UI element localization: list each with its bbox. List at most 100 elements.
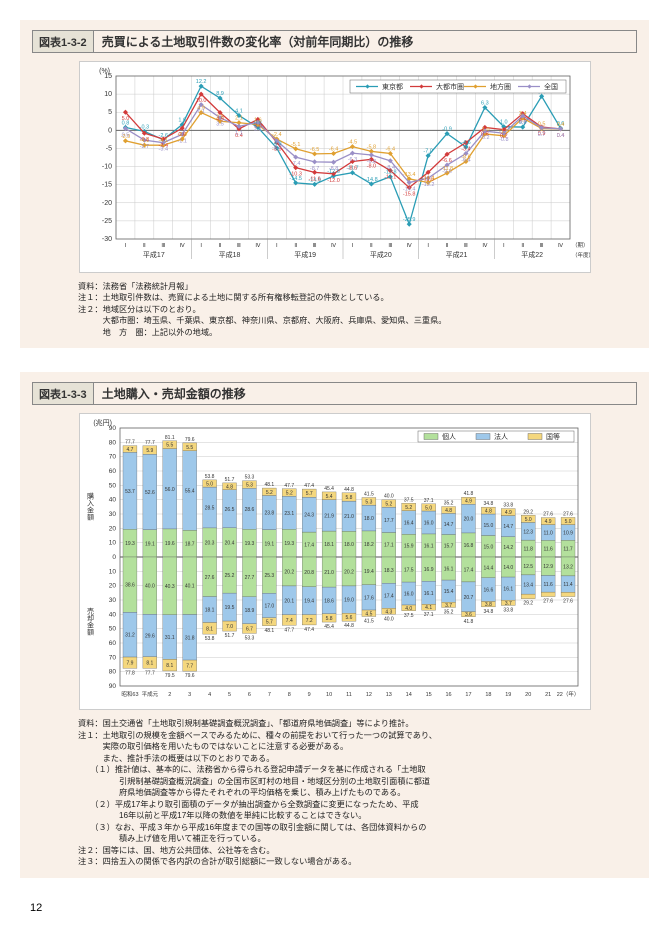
svg-text:11.8: 11.8 xyxy=(523,547,533,553)
svg-text:3.5: 3.5 xyxy=(216,122,224,128)
svg-text:16: 16 xyxy=(445,692,451,698)
svg-text:5.4: 5.4 xyxy=(325,494,332,500)
svg-text:5.6: 5.6 xyxy=(345,616,352,622)
svg-text:27.7: 27.7 xyxy=(244,575,254,581)
svg-text:33.8: 33.8 xyxy=(503,503,513,509)
chart-title: 売買による土地取引件数の変化率（対前年同期比）の推移 xyxy=(94,30,637,53)
svg-text:0.7: 0.7 xyxy=(537,132,545,138)
svg-text:77.7: 77.7 xyxy=(145,671,155,677)
svg-text:1.6: 1.6 xyxy=(254,118,262,124)
svg-text:-13.4: -13.4 xyxy=(402,172,415,178)
svg-text:5: 5 xyxy=(108,109,112,116)
svg-text:2.5: 2.5 xyxy=(216,114,224,120)
svg-text:-5: -5 xyxy=(105,145,111,152)
svg-text:5.5: 5.5 xyxy=(166,443,173,449)
svg-text:15.0: 15.0 xyxy=(483,545,493,551)
svg-text:4.0: 4.0 xyxy=(518,120,526,126)
svg-text:5.2: 5.2 xyxy=(385,502,392,508)
svg-text:19.3: 19.3 xyxy=(284,542,294,548)
svg-text:1.6: 1.6 xyxy=(178,118,186,124)
svg-text:3.4: 3.4 xyxy=(518,111,526,117)
svg-text:7.0: 7.0 xyxy=(226,625,233,631)
svg-text:18.1: 18.1 xyxy=(204,608,214,614)
svg-text:18.1: 18.1 xyxy=(324,542,334,548)
svg-text:-1.5: -1.5 xyxy=(499,129,508,135)
svg-text:29.2: 29.2 xyxy=(523,510,533,516)
svg-text:5.2: 5.2 xyxy=(285,491,292,497)
svg-text:7: 7 xyxy=(267,692,270,698)
svg-text:11.7: 11.7 xyxy=(563,547,573,553)
svg-text:11.6: 11.6 xyxy=(543,547,553,553)
svg-text:-13.2: -13.2 xyxy=(421,182,434,188)
svg-text:0.4: 0.4 xyxy=(556,122,564,128)
svg-text:-2.7: -2.7 xyxy=(139,144,148,150)
chart-2-notes: 資料：国土交通省「土地取引規制基礎調査概況調査」、「都道府県地価調査」等により推… xyxy=(32,718,637,867)
svg-text:Ⅳ: Ⅳ xyxy=(482,243,488,249)
svg-text:-10: -10 xyxy=(101,164,111,171)
svg-text:平成元: 平成元 xyxy=(141,690,158,698)
svg-text:14.7: 14.7 xyxy=(443,522,453,528)
svg-text:18.3: 18.3 xyxy=(383,569,393,575)
svg-text:-12.0: -12.0 xyxy=(327,178,340,184)
svg-text:41.8: 41.8 xyxy=(463,619,473,625)
svg-text:4: 4 xyxy=(208,692,211,698)
svg-text:19.0: 19.0 xyxy=(344,598,354,604)
svg-text:79.5: 79.5 xyxy=(164,673,174,679)
svg-text:14.2: 14.2 xyxy=(503,545,513,551)
svg-text:-6.4: -6.4 xyxy=(461,158,470,164)
svg-text:81.1: 81.1 xyxy=(164,435,174,441)
svg-text:4.8: 4.8 xyxy=(484,509,491,515)
svg-text:10: 10 xyxy=(108,569,116,576)
svg-text:2: 2 xyxy=(168,692,171,698)
svg-text:60: 60 xyxy=(108,640,116,647)
svg-text:20.3: 20.3 xyxy=(204,541,214,547)
svg-text:16.1: 16.1 xyxy=(423,544,433,550)
svg-text:19.4: 19.4 xyxy=(364,569,374,575)
svg-text:Ⅰ: Ⅰ xyxy=(200,243,202,249)
svg-text:-10.3: -10.3 xyxy=(289,172,302,178)
svg-text:80: 80 xyxy=(108,440,116,447)
svg-text:-0.2: -0.2 xyxy=(480,135,489,141)
svg-text:45.4: 45.4 xyxy=(324,624,334,630)
svg-text:16.0: 16.0 xyxy=(403,592,413,598)
svg-text:52.6: 52.6 xyxy=(145,490,155,496)
svg-text:20.2: 20.2 xyxy=(284,570,294,576)
svg-text:5.8: 5.8 xyxy=(325,616,332,622)
svg-text:-5.1: -5.1 xyxy=(290,142,299,148)
chart-1-container: -30-25-20-15-10-5051015(%)ⅠⅡⅢⅣⅠⅡⅢⅣⅠⅡⅢⅣⅠⅡ… xyxy=(79,61,591,273)
panel-header: 図表1-3-3 土地購入・売却金額の推移 xyxy=(32,382,637,405)
svg-text:法人: 法人 xyxy=(494,432,508,441)
svg-text:50: 50 xyxy=(108,626,116,633)
svg-text:Ⅳ: Ⅳ xyxy=(179,243,185,249)
svg-text:4.1: 4.1 xyxy=(425,606,432,612)
svg-text:0: 0 xyxy=(108,127,112,134)
svg-text:60: 60 xyxy=(108,468,116,475)
chart-tag: 図表1-3-2 xyxy=(32,30,94,53)
svg-text:18.6: 18.6 xyxy=(324,599,334,605)
svg-text:19: 19 xyxy=(505,692,511,698)
svg-text:20.7: 20.7 xyxy=(463,595,473,601)
svg-text:14.4: 14.4 xyxy=(483,566,493,572)
svg-text:Ⅲ: Ⅲ xyxy=(312,243,316,249)
svg-text:5.7: 5.7 xyxy=(305,492,312,498)
svg-text:-11.1: -11.1 xyxy=(384,175,396,181)
svg-text:-6.8: -6.8 xyxy=(366,159,375,165)
svg-text:14: 14 xyxy=(405,692,411,698)
svg-text:-4.1: -4.1 xyxy=(158,138,167,144)
svg-text:30: 30 xyxy=(108,511,116,518)
svg-text:50: 50 xyxy=(108,483,116,490)
svg-text:1.0: 1.0 xyxy=(499,120,507,126)
svg-text:20: 20 xyxy=(108,526,116,533)
svg-text:-9.6: -9.6 xyxy=(442,169,451,175)
svg-text:購入金額: 購入金額 xyxy=(86,492,94,522)
svg-text:12.5: 12.5 xyxy=(523,564,533,570)
svg-text:34.8: 34.8 xyxy=(483,502,493,508)
svg-text:Ⅰ: Ⅰ xyxy=(502,243,504,249)
svg-text:40.0: 40.0 xyxy=(383,494,393,500)
svg-text:37.1: 37.1 xyxy=(423,498,433,504)
svg-text:(%): (%) xyxy=(99,68,110,75)
svg-text:7.1: 7.1 xyxy=(197,109,205,115)
svg-text:10: 10 xyxy=(108,540,116,547)
svg-text:8: 8 xyxy=(287,692,290,698)
svg-text:17.1: 17.1 xyxy=(383,543,393,549)
